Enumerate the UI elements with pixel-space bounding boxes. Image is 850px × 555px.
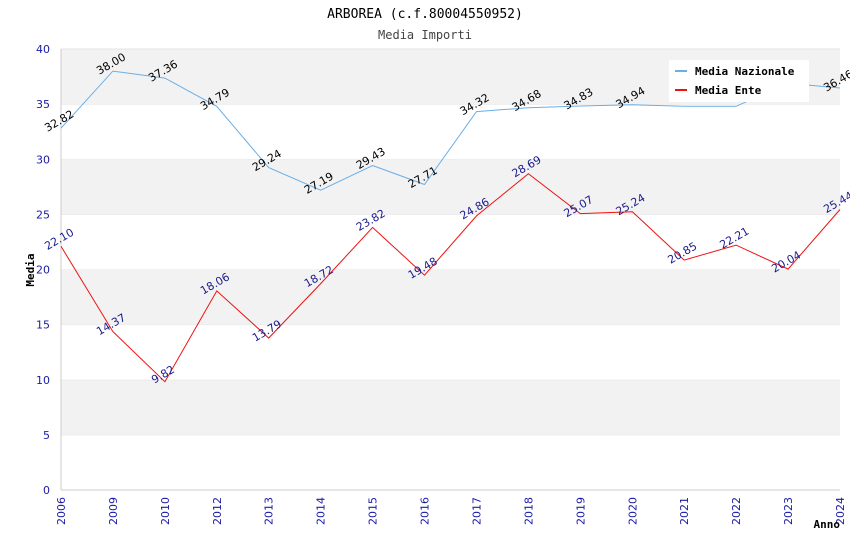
y-tick-label: 5	[43, 429, 50, 442]
y-tick-label: 30	[36, 153, 50, 166]
x-tick-label: 2015	[367, 497, 380, 525]
grid-band	[61, 434, 840, 490]
series-lines	[60, 70, 841, 383]
y-tick-label: 15	[36, 319, 50, 332]
x-tick-label: 2022	[730, 497, 743, 525]
y-tick-label: 25	[36, 208, 50, 221]
legend-label: Media Nazionale	[695, 65, 795, 78]
grid-band	[61, 379, 840, 435]
x-tick-label: 2024	[834, 497, 847, 525]
y-tick-label: 10	[36, 374, 50, 387]
x-tick-label: 2013	[263, 497, 276, 525]
x-tick-label: 2021	[678, 497, 691, 525]
x-tick-label: 2023	[782, 497, 795, 525]
grid-bands	[60, 48, 840, 491]
x-tick-label: 2012	[211, 497, 224, 525]
legend-label: Media Ente	[695, 84, 762, 97]
y-tick-label: 35	[36, 98, 50, 111]
grid-band	[61, 159, 840, 215]
y-tick-label: 0	[43, 484, 50, 497]
x-tick-label: 2017	[470, 497, 483, 525]
grid-band	[61, 214, 840, 270]
legend: Media Nazionale Media Ente	[669, 60, 809, 102]
legend-box	[669, 60, 809, 102]
y-tick-label: 20	[36, 264, 50, 277]
x-tick-label: 2006	[55, 497, 68, 525]
grid-band	[61, 269, 840, 325]
y-axis-ticks: 0 5 10 15 20 25 30 35 40	[36, 43, 50, 497]
x-axis-ticks: 2006 2009 2010 2012 2013 2014 2015 2016 2017 2018…	[55, 497, 847, 525]
x-tick-label: 2014	[315, 497, 328, 525]
x-tick-label: 2016	[419, 497, 432, 525]
x-tick-label: 2020	[626, 497, 639, 525]
x-tick-label: 2018	[522, 497, 535, 525]
x-tick-label: 2019	[574, 497, 587, 525]
grid-band	[61, 104, 840, 160]
x-tick-label: 2009	[107, 497, 120, 525]
chart-subtitle: Media Importi	[378, 28, 472, 42]
chart-title: ARBOREA (c.f.80004550952)	[327, 7, 523, 22]
x-axis-label: Anno	[814, 518, 841, 531]
x-tick-label: 2010	[159, 497, 172, 525]
y-axis-label: Media	[24, 253, 37, 286]
grid-band	[61, 324, 840, 380]
series-line	[60, 70, 841, 191]
series-line	[60, 173, 841, 383]
y-tick-label: 40	[36, 43, 50, 56]
